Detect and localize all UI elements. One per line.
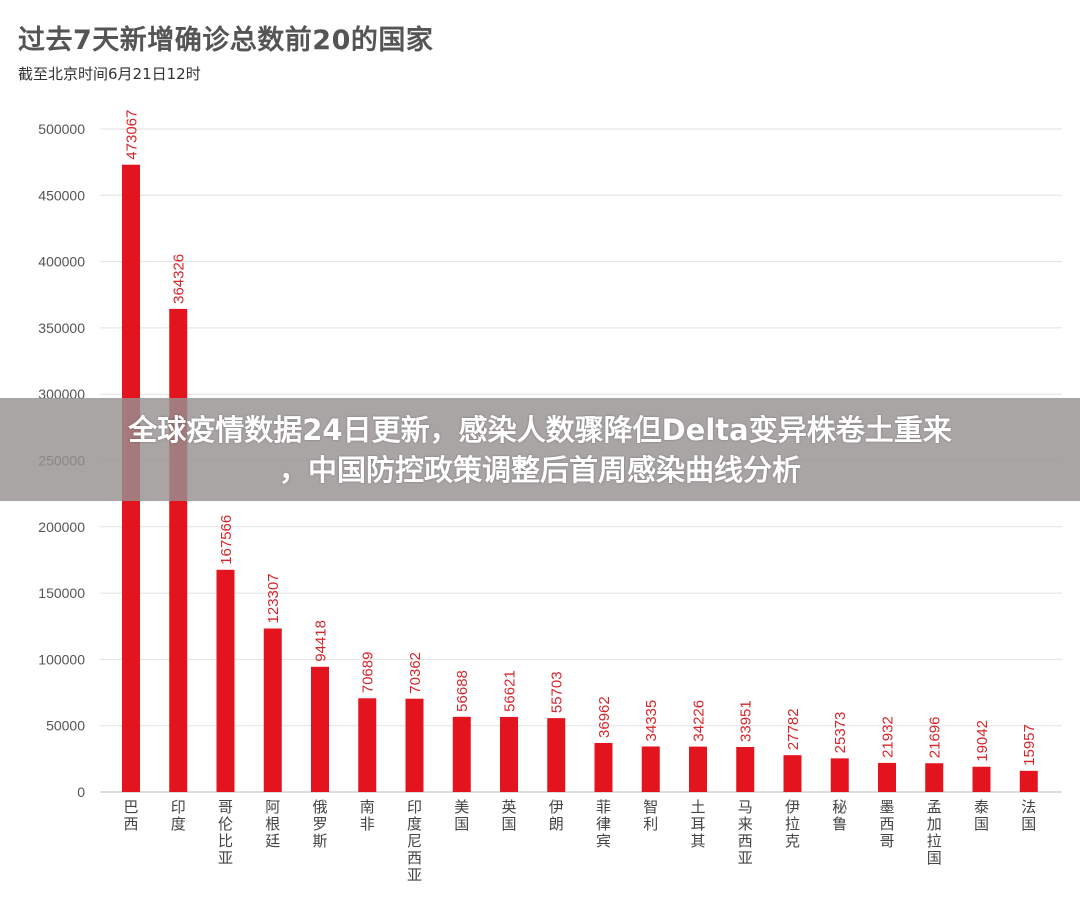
y-tick-label: 200000 (38, 519, 85, 535)
x-tick-label: 伊朗 (549, 798, 564, 833)
bar (925, 763, 944, 792)
data-label: 21932 (880, 716, 897, 758)
y-tick-label: 100000 (38, 651, 85, 667)
bar (1019, 770, 1038, 792)
y-tick-label: 50000 (46, 718, 85, 734)
x-tick-label: 阿根廷 (265, 798, 280, 850)
x-tick-label: 印度尼西亚 (407, 798, 422, 884)
data-label: 27782 (785, 708, 802, 750)
bar (878, 762, 896, 792)
bar (547, 718, 566, 792)
data-label: 123307 (265, 573, 282, 623)
data-label: 94418 (313, 620, 330, 662)
bar (263, 628, 282, 792)
y-tick-label: 0 (77, 784, 85, 800)
data-label: 167566 (218, 515, 235, 565)
bar (405, 698, 424, 792)
headline-overlay: 全球疫情数据24日更新，感染人数骤降但Delta变异株卷土重来 ，中国防控政策调… (0, 398, 1080, 501)
data-label: 19042 (974, 720, 991, 762)
data-label: 55703 (549, 671, 566, 713)
x-tick-label: 美国 (454, 798, 469, 833)
x-tick-label: 南非 (360, 798, 375, 833)
x-tick-label: 孟加拉国 (927, 798, 942, 867)
data-label: 56621 (502, 670, 519, 712)
data-label: 364326 (171, 254, 188, 304)
x-tick-label: 马来西亚 (738, 798, 753, 867)
data-label: 70362 (407, 652, 424, 694)
x-tick-label: 巴西 (123, 798, 138, 833)
bar (594, 742, 613, 792)
data-label: 70689 (360, 652, 377, 694)
x-tick-label: 印度 (171, 798, 186, 833)
data-label: 33951 (738, 700, 755, 742)
headline-line-2: ，中国防控政策调整后首周感染曲线分析 (278, 452, 801, 487)
chart-subtitle: 截至北京时间6月21日12时 (18, 65, 201, 83)
bar (783, 755, 802, 792)
bar (972, 766, 991, 792)
bar (311, 666, 329, 792)
bar (358, 698, 377, 792)
x-tick-label: 哥伦比亚 (218, 798, 233, 867)
y-tick-label: 500000 (38, 121, 85, 137)
x-tick-label: 英国 (501, 798, 516, 833)
bar (736, 746, 755, 792)
headline-line-1: 全球疫情数据24日更新，感染人数骤降但Delta变异株卷土重来 (128, 412, 952, 447)
x-tick-label: 菲律宾 (596, 798, 611, 850)
data-label: 25373 (832, 712, 849, 754)
y-tick-label: 400000 (38, 254, 85, 270)
bar (169, 308, 188, 792)
x-tick-label: 墨西哥 (879, 798, 894, 850)
data-label: 56688 (454, 670, 471, 712)
data-label: 36962 (596, 696, 613, 738)
chart-title: 过去7天新增确诊总数前20的国家 (18, 25, 434, 56)
x-tick-label: 伊拉克 (785, 798, 800, 850)
x-tick-label: 法国 (1021, 798, 1036, 833)
x-tick-label: 智利 (643, 798, 658, 833)
data-label: 34226 (691, 700, 708, 742)
bar (452, 716, 471, 792)
y-tick-label: 150000 (38, 585, 85, 601)
y-tick-label: 450000 (38, 187, 85, 203)
data-label: 21696 (927, 717, 944, 759)
bar (500, 716, 518, 792)
bar (641, 746, 660, 792)
bar (830, 758, 849, 792)
data-label: 473067 (124, 110, 141, 160)
y-tick-label: 350000 (38, 320, 85, 336)
data-label: 15957 (1021, 724, 1038, 766)
data-label: 34335 (643, 700, 660, 742)
bar (689, 746, 707, 792)
x-tick-label: 俄罗斯 (312, 798, 327, 850)
bar (216, 569, 235, 792)
x-tick-label: 泰国 (974, 798, 989, 833)
x-tick-label: 土耳其 (690, 798, 705, 850)
x-tick-label: 秘鲁 (832, 798, 847, 833)
